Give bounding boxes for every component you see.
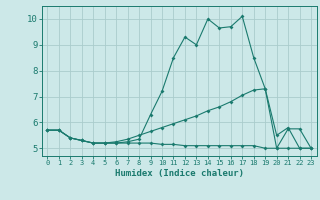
X-axis label: Humidex (Indice chaleur): Humidex (Indice chaleur): [115, 169, 244, 178]
